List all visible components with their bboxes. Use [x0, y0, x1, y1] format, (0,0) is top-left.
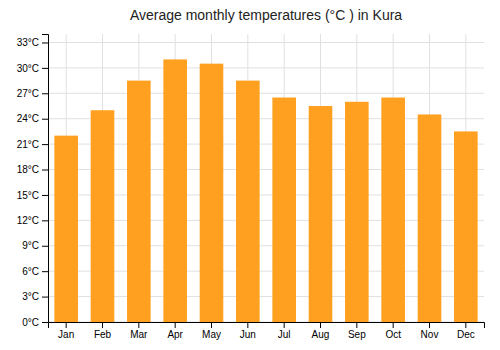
tick: 33°C: [17, 37, 48, 48]
bar: [454, 131, 478, 322]
bar: [127, 81, 151, 322]
bar: [418, 114, 442, 322]
tick: Jul: [278, 322, 291, 340]
tick-label: 12°C: [17, 215, 39, 226]
tick-mark: [42, 220, 48, 221]
tick-mark: [42, 297, 48, 298]
tick: 6°C: [22, 266, 48, 277]
tick-label: Nov: [421, 329, 439, 340]
tick-label: 27°C: [17, 88, 39, 99]
bar: [345, 102, 369, 322]
tick-mark: [42, 119, 48, 120]
tick-label: 24°C: [17, 113, 39, 124]
bar: [272, 98, 296, 322]
tick-mark: [175, 322, 176, 328]
bars: [54, 59, 477, 322]
tick-label: 9°C: [22, 240, 39, 251]
tick-label: 0°C: [22, 317, 39, 328]
tick-mark: [247, 322, 248, 328]
tick-label: Aug: [312, 329, 330, 340]
tick: May: [202, 322, 221, 340]
tick-mark: [42, 246, 48, 247]
tick-label: Apr: [167, 329, 183, 340]
tick-mark: [320, 322, 321, 328]
tick-mark: [284, 322, 285, 328]
tick: 30°C: [17, 63, 48, 74]
bar: [200, 64, 224, 322]
tick-mark: [66, 322, 67, 328]
tick: Feb: [94, 322, 112, 340]
tick: 21°C: [17, 139, 48, 150]
tick-mark: [465, 322, 466, 328]
tick-label: Dec: [457, 329, 475, 340]
tick-mark: [138, 322, 139, 328]
axis-line: [42, 35, 49, 323]
tick-label: 6°C: [22, 266, 39, 277]
axis-line: [49, 323, 485, 329]
tick: Sep: [348, 322, 366, 340]
tick-mark: [429, 322, 430, 328]
tick: Jun: [240, 322, 256, 340]
bar: [163, 59, 187, 322]
tick-mark: [42, 42, 48, 43]
grid-line-y: [48, 42, 484, 43]
tick-label: May: [202, 329, 221, 340]
tick: 24°C: [17, 113, 48, 124]
grid-line-y: [48, 67, 484, 68]
tick: 15°C: [17, 190, 48, 201]
tick-label: Jan: [58, 329, 74, 340]
tick-label: 30°C: [17, 63, 39, 74]
tick-label: Oct: [385, 329, 401, 340]
tick-label: Mar: [130, 329, 148, 340]
tick: 9°C: [22, 240, 48, 251]
tick: Oct: [385, 322, 401, 340]
tick-mark: [42, 170, 48, 171]
tick: Dec: [457, 322, 475, 340]
tick-mark: [42, 195, 48, 196]
tick-label: 15°C: [17, 190, 39, 201]
tick-mark: [42, 271, 48, 272]
tick: Aug: [312, 322, 330, 340]
tick: Nov: [421, 322, 439, 340]
tick-label: Jul: [278, 329, 291, 340]
tick-label: 21°C: [17, 139, 39, 150]
bar: [381, 98, 405, 322]
bar: [236, 81, 260, 322]
x-axis: Jan Feb Mar Apr May Jun Jul Aug Sep Oct Nov Dec: [49, 322, 485, 340]
tick: 18°C: [17, 164, 48, 175]
bar: [91, 110, 115, 322]
tick-mark: [42, 322, 48, 323]
tick-mark: [393, 322, 394, 328]
tick-label: 33°C: [17, 37, 39, 48]
tick-label: 3°C: [22, 291, 39, 302]
tick: Mar: [130, 322, 148, 340]
grid-line-y: [48, 93, 484, 94]
tick-mark: [102, 322, 103, 328]
tick-mark: [356, 322, 357, 328]
y-axis: 0°C 3°C 6°C 9°C 12°C 15°C 18°C 21°C 24°C 27°C 30°C…: [17, 35, 49, 328]
tick-mark: [42, 68, 48, 69]
bar: [54, 136, 78, 322]
chart: Jan Feb Mar Apr May Jun Jul Aug Sep Oct Nov Dec 0°C 3…: [0, 0, 500, 350]
tick-label: Jun: [240, 329, 256, 340]
grid: [48, 34, 484, 322]
tick-label: 18°C: [17, 164, 39, 175]
tick: 12°C: [17, 215, 48, 226]
tick-label: Feb: [94, 329, 112, 340]
title: Average monthly temperatures (°C ) in Ku…: [130, 7, 402, 23]
tick-mark: [42, 93, 48, 94]
tick: 3°C: [22, 291, 48, 302]
tick-mark: [42, 144, 48, 145]
tick-label: Sep: [348, 329, 366, 340]
tick: Jan: [58, 322, 74, 340]
bar: [309, 106, 333, 322]
tick-mark: [211, 322, 212, 328]
tick: 27°C: [17, 88, 48, 99]
tick: 0°C: [22, 317, 48, 328]
tick: Apr: [167, 322, 183, 340]
plot-area: Jan Feb Mar Apr May Jun Jul Aug Sep Oct Nov Dec 0°C 3…: [17, 34, 485, 340]
